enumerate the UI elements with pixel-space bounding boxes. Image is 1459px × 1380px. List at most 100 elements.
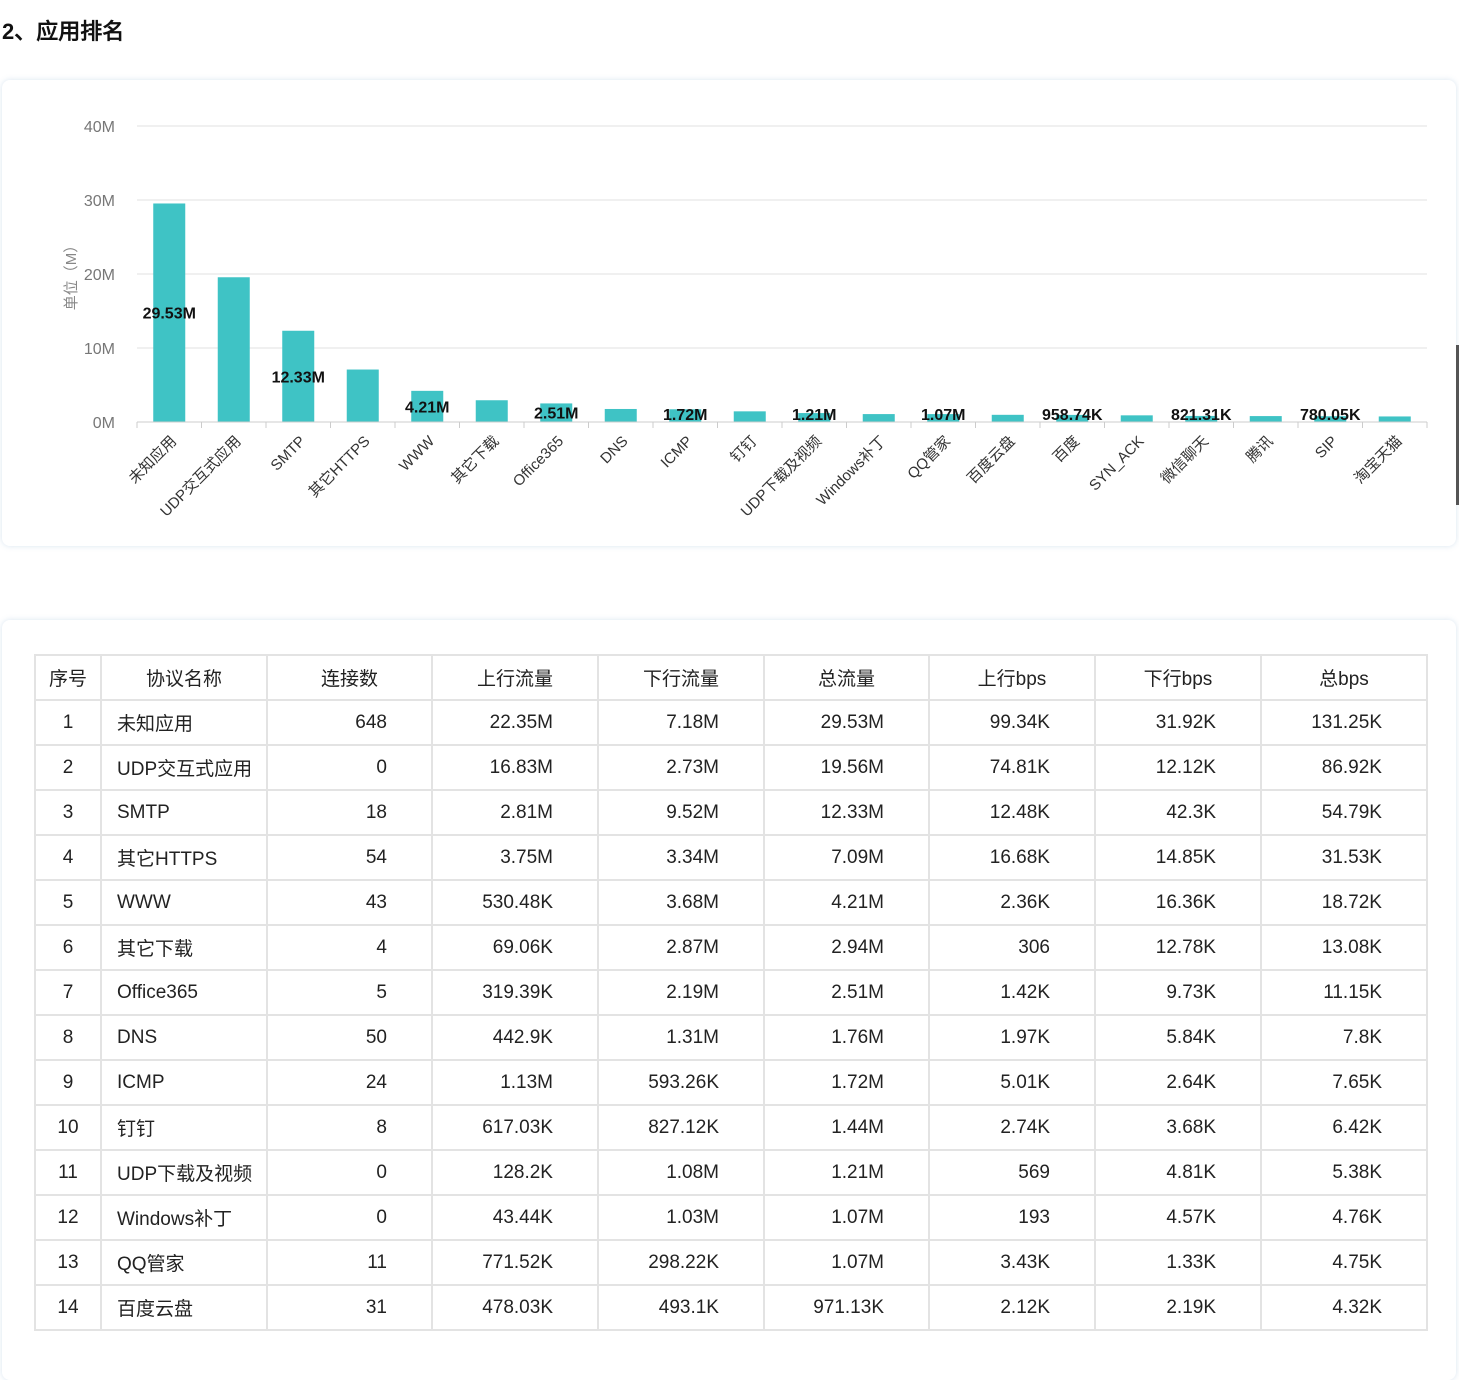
y-tick-label: 20M — [84, 267, 115, 284]
x-tick-label: ICMP — [658, 433, 697, 472]
bar[interactable] — [475, 400, 508, 422]
value-cell: 5.38K — [1260, 1149, 1428, 1196]
value-cell: 18 — [266, 789, 433, 836]
y-tick-label: 10M — [84, 341, 115, 358]
bar[interactable] — [669, 409, 702, 422]
value-cell: 9.73K — [1094, 969, 1262, 1016]
bar[interactable] — [1314, 416, 1347, 422]
value-cell: 442.9K — [431, 1014, 599, 1061]
value-cell: 2.87M — [597, 924, 765, 971]
row-index-cell: 1 — [34, 699, 102, 746]
column-header[interactable]: 连接数 — [266, 654, 433, 701]
value-cell: 54 — [266, 834, 433, 881]
bar[interactable] — [991, 414, 1024, 422]
bar[interactable] — [927, 414, 960, 422]
table-row: 3 SMTP 18 2.81M 9.52M 12.33M 12.48K 42.3K 54.79K — [34, 789, 1428, 836]
data-label: 1.07M — [921, 407, 965, 424]
table-row: 11 UDP下载及视频 0 128.2K 1.08M 1.21M 569 4.81K 5.38K — [34, 1149, 1428, 1196]
column-header[interactable]: 下行流量 — [597, 654, 765, 701]
bar[interactable] — [346, 369, 379, 422]
row-index-cell: 8 — [34, 1014, 102, 1061]
bar[interactable] — [862, 414, 895, 422]
value-cell: 42.3K — [1094, 789, 1262, 836]
chart-card: 0M 10M 20M 30M 40M 单位（M） 未知应用 UDP交互式应用 SMTP 其它H… — [2, 80, 1456, 546]
bar[interactable] — [411, 390, 444, 422]
value-cell: 3.34M — [597, 834, 765, 881]
value-cell: 2.94M — [763, 924, 930, 971]
value-cell: 2.64K — [1094, 1059, 1262, 1106]
value-cell: 11.15K — [1260, 969, 1428, 1016]
table-row: 14 百度云盘 31 478.03K 493.1K 971.13K 2.12K 2.19K 4.… — [34, 1284, 1428, 1331]
value-cell: 2.73M — [597, 744, 765, 791]
value-cell: 5 — [266, 969, 433, 1016]
value-cell: 74.81K — [928, 744, 1096, 791]
value-cell: 29.53M — [763, 699, 930, 746]
table-row: 13 QQ管家 11 771.52K 298.22K 1.07M 3.43K 1.33K 4.7… — [34, 1239, 1428, 1286]
column-header[interactable]: 总流量 — [763, 654, 930, 701]
bar[interactable] — [798, 413, 831, 422]
protocol-name-cell: 钉钉 — [100, 1104, 268, 1151]
table-row: 7 Office365 5 319.39K 2.19M 2.51M 1.42K 9.73K 11… — [34, 969, 1428, 1016]
value-cell: 0 — [266, 744, 433, 791]
x-tick-label: 其它HTTPS — [305, 432, 374, 501]
value-cell: 11 — [266, 1239, 433, 1286]
column-header[interactable]: 总bps — [1260, 654, 1428, 701]
bar[interactable] — [1378, 416, 1411, 422]
bar[interactable] — [1120, 415, 1153, 422]
row-index-cell: 12 — [34, 1194, 102, 1241]
data-labels: 29.53M 12.33M 4.21M 2.51M 1.72M 1.21M 1.07M 958… — [143, 306, 1361, 424]
protocol-name-cell: 其它HTTPS — [100, 834, 268, 881]
row-index-cell: 11 — [34, 1149, 102, 1196]
bar[interactable] — [540, 403, 573, 422]
row-index-cell: 5 — [34, 879, 102, 926]
section-title: 2、应用排名 — [2, 19, 125, 44]
bar[interactable] — [733, 411, 766, 422]
value-cell: 493.1K — [597, 1284, 765, 1331]
column-header[interactable]: 上行bps — [928, 654, 1096, 701]
value-cell: 298.22K — [597, 1239, 765, 1286]
value-cell: 648 — [266, 699, 433, 746]
value-cell: 13.08K — [1260, 924, 1428, 971]
data-label: 4.21M — [405, 399, 449, 416]
value-cell: 1.97K — [928, 1014, 1096, 1061]
y-axis-ticks: 0M 10M 20M 30M 40M — [84, 119, 115, 432]
row-index-cell: 7 — [34, 969, 102, 1016]
bar[interactable] — [1249, 416, 1282, 422]
protocol-name-cell: WWW — [100, 879, 268, 926]
value-cell: 16.68K — [928, 834, 1096, 881]
y-tick-label: 40M — [84, 119, 115, 136]
x-tick-label: 百度云盘 — [963, 432, 1018, 487]
value-cell: 771.52K — [431, 1239, 599, 1286]
column-header[interactable]: 序号 — [34, 654, 102, 701]
y-tick-label: 0M — [93, 415, 115, 432]
value-cell: 1.72M — [763, 1059, 930, 1106]
data-label: 780.05K — [1300, 407, 1361, 424]
value-cell: 54.79K — [1260, 789, 1428, 836]
column-header[interactable]: 协议名称 — [100, 654, 268, 701]
value-cell: 31.92K — [1094, 699, 1262, 746]
column-header[interactable]: 下行bps — [1094, 654, 1262, 701]
bar[interactable] — [604, 408, 637, 422]
value-cell: 3.75M — [431, 834, 599, 881]
protocol-name-cell: Windows补丁 — [100, 1194, 268, 1241]
x-tick-label: 未知应用 — [125, 432, 180, 487]
value-cell: 12.12K — [1094, 744, 1262, 791]
x-tick-label: 腾讯 — [1243, 433, 1276, 466]
bar[interactable] — [1185, 415, 1218, 422]
x-tick-label: SIP — [1312, 433, 1341, 462]
value-cell: 2.81M — [431, 789, 599, 836]
value-cell: 0 — [266, 1194, 433, 1241]
data-label: 1.72M — [663, 407, 707, 424]
value-cell: 971.13K — [763, 1284, 930, 1331]
value-cell: 2.36K — [928, 879, 1096, 926]
bar[interactable] — [282, 330, 315, 422]
bar[interactable] — [153, 203, 186, 422]
page-scrollbar[interactable] — [1456, 345, 1459, 505]
column-header[interactable]: 上行流量 — [431, 654, 599, 701]
grid-lines — [137, 125, 1427, 423]
value-cell: 1.33K — [1094, 1239, 1262, 1286]
bar[interactable] — [1056, 414, 1089, 422]
value-cell: 1.07M — [763, 1194, 930, 1241]
bar[interactable] — [217, 277, 250, 422]
